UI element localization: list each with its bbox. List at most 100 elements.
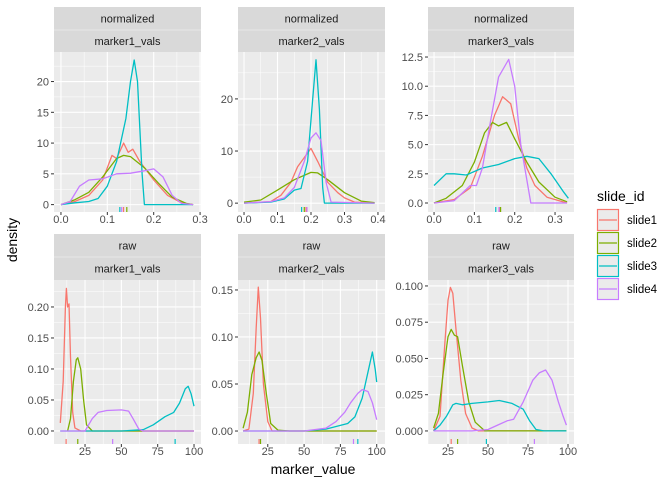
density-line-slide4 [60,168,194,206]
x-tick-label: 0.1 [467,214,482,226]
strip-label: normalized [285,14,339,26]
x-tick-label: 0.1 [100,214,115,226]
strip-label: raw [303,241,321,253]
legend-label: slide2 [627,238,657,250]
facet-strip-bottom [428,30,574,52]
y-tick-label: 0.10 [212,332,233,344]
density-line-slide1 [60,142,194,206]
facet-strip-bottom [54,257,201,280]
legend-item-slide2: slide2 [596,231,657,255]
density-line-slide1 [242,286,377,432]
density-line-slide3 [433,155,569,199]
strip-label: marker3_vals [468,264,535,276]
series-group [60,59,194,212]
series-group [243,59,375,212]
facet-strip-top [428,7,574,30]
density-line-slide4 [243,388,378,432]
y-axis-title: density [4,218,20,262]
strip-label: marker1_vals [94,36,161,48]
y-tick-label: 5 [43,169,49,181]
x-tick-label: 0.3 [337,214,352,226]
panel-background [54,52,201,212]
strip-label: marker2_vals [278,36,345,48]
series-group [59,287,195,444]
x-tick-label: 0.2 [146,214,161,226]
strip-label: marker2_vals [278,264,345,276]
x-tick-label: 25 [79,446,91,458]
strip-label: normalized [101,14,155,26]
y-tick-label: 0 [43,200,49,212]
density-line-slide2 [66,357,194,432]
facet-panel: normalized marker1_vals 0.0 0.1 0.2 0.3 0 5 10 15… [37,7,208,226]
density-line-slide4 [433,369,568,432]
x-tick-label: 25 [442,446,454,458]
panel-background [428,280,574,444]
legend-label: slide3 [627,261,657,273]
y-tick-label: 5.0 [408,140,423,152]
y-tick-label: 0.000 [395,426,423,438]
y-tick-label: 0.0 [408,198,423,210]
strip-label: raw [119,241,137,253]
x-tick-label: 0.0 [426,214,441,226]
y-tick-label: 0.075 [395,317,423,329]
y-tick-label: 0.05 [28,395,49,407]
y-tick-label: 20 [221,94,233,106]
series-group [242,286,378,444]
y-tick-label: 0.050 [395,353,423,365]
x-tick-label: 75 [152,446,164,458]
y-tick-label: 10.0 [402,81,423,93]
facet-strip-bottom [238,257,385,280]
x-tick-label: 0.0 [236,214,251,226]
facet-strip-bottom [428,257,574,280]
y-tick-label: 0 [227,198,233,210]
legend-item-slide3: slide3 [596,254,657,278]
strip-label: marker3_vals [468,36,535,48]
y-tick-label: 7.5 [408,110,423,122]
x-tick-label: 50 [115,446,127,458]
density-line-slide2 [432,328,567,432]
x-tick-label: 75 [522,446,534,458]
x-tick-label: 50 [482,446,494,458]
density-line-slide1 [59,287,194,432]
facet-panels: normalized marker1_vals 0.0 0.1 0.2 0.3 0 5 10 15… [28,7,577,458]
x-tick-label: 75 [334,446,346,458]
legend-label: slide1 [627,215,657,227]
legend-item-slide1: slide1 [596,208,657,232]
y-tick-label: 0.10 [28,364,49,376]
y-tick-label: 0.100 [395,281,423,293]
x-tick-label: 0.2 [303,214,318,226]
legend-item-slide4: slide4 [596,277,658,301]
panel-background [428,52,574,212]
facet-panel: raw marker3_vals 25 50 75 100 0.000 0.025 0.050 0… [395,234,577,458]
density-line-slide1 [433,286,567,432]
facet-strip-bottom [54,30,201,52]
x-tick-label: 0.4 [370,214,385,226]
y-tick-label: 0.20 [28,302,49,314]
x-axis-title: marker_value [271,461,356,477]
y-tick-label: 0.05 [212,379,233,391]
x-tick-label: 100 [185,446,203,458]
density-line-slide3 [433,399,567,432]
facet-strip-top [238,234,385,257]
y-tick-label: 0.15 [212,285,233,297]
x-tick-label: 0.3 [547,214,562,226]
facet-strip-top [428,234,574,257]
series-group [433,58,569,212]
y-tick-label: 0.00 [212,426,233,438]
strip-label: raw [492,241,510,253]
facet-strip-top [54,234,201,257]
facet-strip-top [54,7,201,30]
facet-panel: raw marker2_vals 25 50 75 100 0.00 0.05 0.10 0.15 [212,234,386,458]
facet-panel: raw marker1_vals 25 50 75 100 0.00 0.05 0.10 0.15… [28,234,203,458]
y-tick-label: 0.00 [28,426,49,438]
legend-title: slide_id [597,188,644,204]
density-line-slide4 [243,132,375,204]
density-line-slide1 [243,147,375,204]
density-line-slide1 [433,96,568,204]
x-tick-label: 50 [298,446,310,458]
y-tick-label: 15 [37,107,49,119]
legend-label: slide4 [627,284,658,296]
density-line-slide4 [433,58,568,204]
facet-panel: normalized marker3_vals 0.0 0.1 0.2 0.3 0.0 2.5… [402,7,574,226]
y-tick-label: 0.025 [395,390,423,402]
